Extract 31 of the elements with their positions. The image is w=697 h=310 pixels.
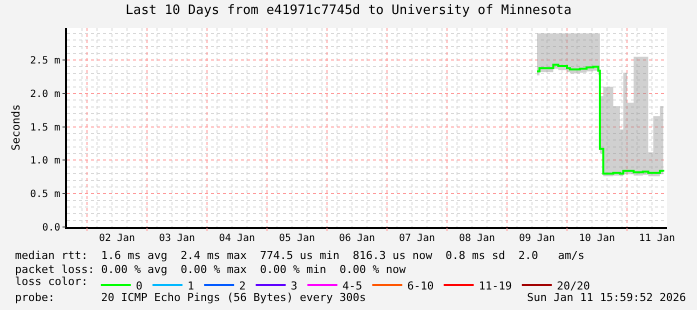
chart-title: Last 10 Days from e41971c7745d to University of Minnesota [125,2,572,18]
legend-label: 0 [136,279,142,292]
y-tick-label: 2.5 m [30,56,60,67]
x-tick-label: 04 Jan [218,232,256,244]
y-axis-title: Seconds [9,104,22,151]
text: Sun Jan 11 15:59:52 2026 [527,291,686,304]
x-tick-label: 02 Jan [98,232,136,244]
y-tick-label: 1.0 m [30,156,60,167]
text: probe: 20 ICMP Echo Pings (56 Bytes) every 300s [15,291,366,304]
legend-label: 4-5 [342,279,362,292]
y-tick-label: 0.5 m [30,189,60,200]
x-tick-label: 09 Jan [518,232,556,244]
x-tick-label: 10 Jan [578,232,616,244]
x-tick-label: 05 Jan [278,232,316,244]
legend-label: 3 [290,279,298,292]
legend-label: 20/20 [556,279,590,292]
x-tick-label: 03 Jan [158,232,196,244]
x-tick-label: 08 Jan [458,232,496,244]
text: packet loss: 0.00 % avg 0.00 % max 0.00 % min 0.00 % now [15,263,406,276]
legend-label: 2 [239,279,246,292]
y-tick-label: 1.5 m [30,122,60,134]
legend-title: loss color: [15,274,88,288]
x-tick-label: 06 Jan [338,232,376,244]
legend-label: 1 [187,279,194,292]
y-tick-label: 0.0 [42,222,60,234]
legend-label: 11-19 [478,279,512,292]
legend-label: 6-10 [407,279,434,292]
x-tick-label: 07 Jan [398,232,436,244]
x-tick-label: 11 Jan [638,232,676,244]
text: median rtt: 1.6 ms avg 2.4 ms max 774.5 us min 816.3 us now 0.8 ms sd 2.0 am/s [15,249,585,262]
y-tick-label: 2.0 m [30,88,60,100]
